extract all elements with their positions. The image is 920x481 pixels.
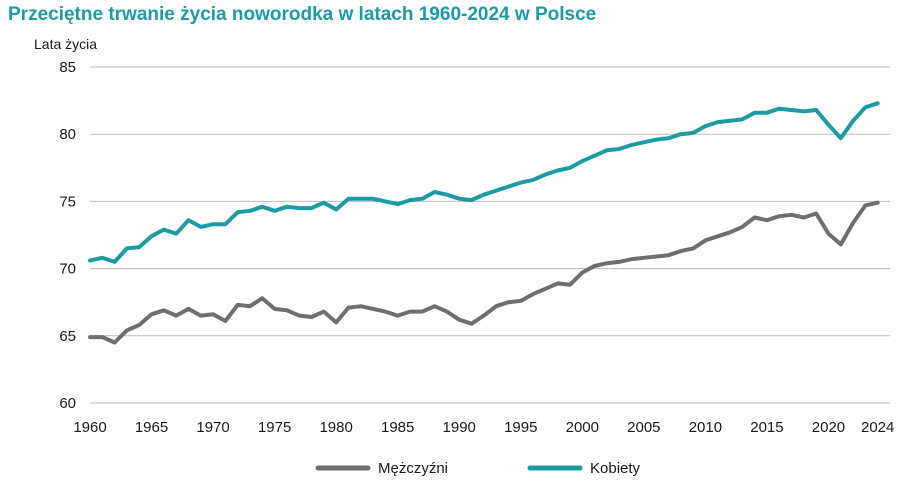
- series-line-men: [88, 200, 880, 345]
- x-tick-label: 1965: [135, 419, 168, 436]
- x-tick-label: 1985: [381, 419, 414, 436]
- y-tick-label: 60: [59, 395, 76, 412]
- x-tick-label: 2010: [689, 419, 722, 436]
- series-lines: [88, 101, 880, 345]
- y-tick-labels: 60 65 70 75 80 85: [59, 59, 76, 412]
- x-tick-label: 2020: [812, 419, 845, 436]
- y-tick-label: 70: [59, 261, 76, 278]
- y-tick-label: 75: [59, 193, 76, 210]
- x-tick-label: 1975: [258, 419, 291, 436]
- y-tick-label: 65: [59, 328, 76, 345]
- y-axis-label: Lata życia: [34, 36, 97, 52]
- x-tick-label: 1970: [196, 419, 229, 436]
- x-tick-labels: 1960 1965 1970 1975 1980 1985 1990 1995 2000 2005…: [73, 419, 894, 436]
- legend: Mężczyźni Kobiety: [315, 460, 641, 477]
- legend-label: Mężczyźni: [378, 460, 448, 477]
- x-tick-label: 1990: [443, 419, 476, 436]
- x-tick-label: 2015: [750, 419, 783, 436]
- y-tick-label: 85: [59, 59, 76, 76]
- gridlines: [90, 66, 890, 404]
- series-line-women: [88, 101, 880, 264]
- y-tick-label: 80: [59, 126, 76, 143]
- x-tick-label: 2005: [627, 419, 660, 436]
- x-tick-label: 1980: [319, 419, 352, 436]
- chart-title: Przeciętne trwanie życia noworodka w lat…: [8, 4, 597, 25]
- x-tick-label: 1995: [504, 419, 537, 436]
- x-tick-label: 2000: [566, 419, 599, 436]
- x-tick-label: 2024: [861, 419, 894, 436]
- legend-label: Kobiety: [590, 460, 641, 477]
- x-tick-label: 1960: [73, 419, 106, 436]
